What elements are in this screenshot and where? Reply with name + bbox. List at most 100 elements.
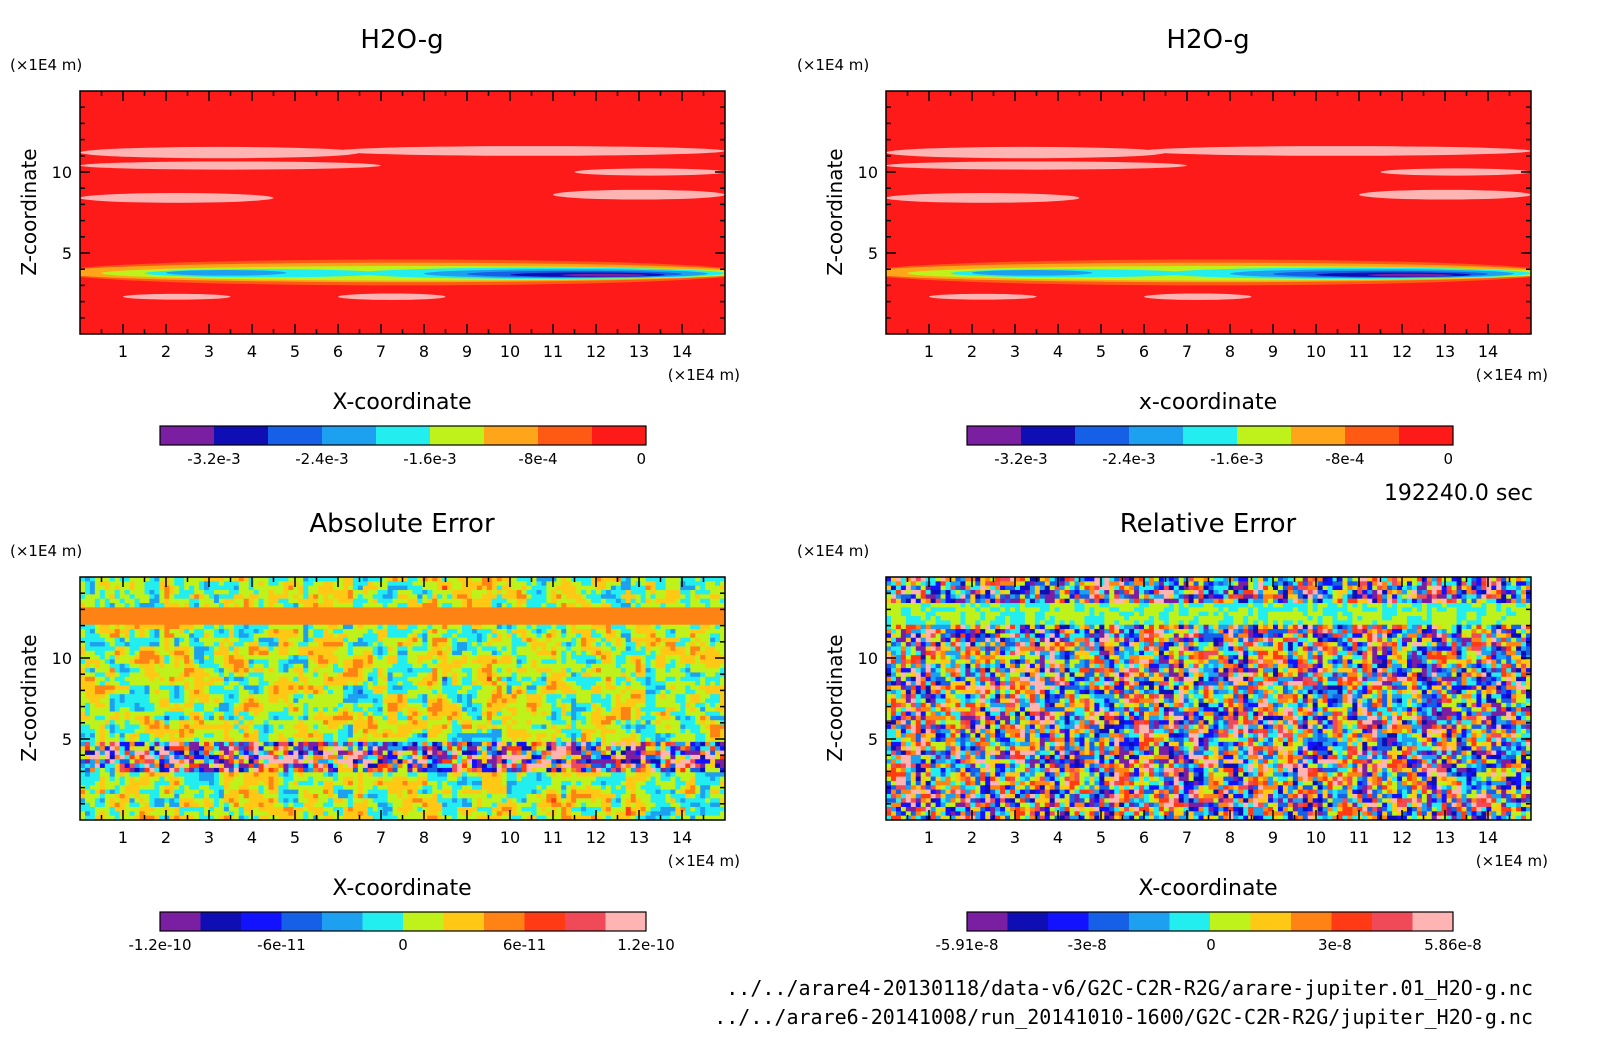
field-cell [452,620,458,626]
field-cell [506,672,513,678]
field-cell [710,607,716,613]
field-cell [491,646,498,652]
field-cell [218,611,225,617]
field-cell [338,659,344,665]
field-cell [164,577,170,582]
field-cell [561,711,567,717]
field-cell [576,637,582,643]
field-cell [546,611,552,617]
field-cell [705,668,711,674]
field-cell [357,629,364,635]
field-cell [382,668,389,674]
field-cell [154,607,160,613]
field-cell [124,689,131,695]
field-cell [288,698,294,704]
field-cell [139,733,146,739]
field-cell [293,624,299,630]
field-cell [680,607,686,613]
field-cell [387,650,394,656]
field-cell [298,646,304,652]
field-cell [129,711,136,717]
field-cell [253,581,260,587]
field-cell [129,637,136,643]
field-cell [184,585,190,591]
field-cell [114,598,121,604]
field-cell [397,724,404,730]
field-cell [491,694,498,700]
field-cell [258,581,265,587]
field-cell [536,728,543,734]
field-cell [710,611,716,617]
field-cell [710,685,716,691]
field-cell [432,707,438,713]
field-cell [109,707,116,713]
field-cell [308,728,314,734]
field-cell [685,624,691,630]
field-cell [630,668,637,674]
field-cell [447,659,453,665]
field-cell [149,733,156,739]
field-cell [84,616,91,621]
field-cell [273,585,280,591]
field-cell [263,694,270,700]
field-cell [328,611,334,617]
field-cell [318,607,324,613]
field-cell [174,620,180,626]
field-cell [352,728,359,734]
field-cell [437,590,443,595]
field-cell [199,624,205,630]
field-cell [218,655,225,661]
field-cell [174,646,180,652]
field-cell [655,707,662,713]
field-cell [437,577,443,582]
field-cell [144,620,151,626]
field-cell [377,585,384,591]
field-cell [596,681,602,687]
field-cell [710,620,716,626]
field-cell [328,676,334,682]
field-cell [655,724,662,730]
field-cell [199,603,205,608]
field-cell [278,715,285,721]
field-cell [581,646,587,652]
field-cell [89,590,96,595]
field-cell [293,620,299,626]
field-cell [620,590,627,595]
field-cell [630,702,637,708]
field-cell [189,724,195,730]
field-cell [685,577,691,582]
field-cell [139,581,146,587]
field-cell [104,594,111,600]
field-cell [189,672,195,678]
field-cell [670,611,676,617]
field-cell [581,659,587,665]
field-cell [268,629,275,635]
field-cell [372,590,379,595]
field-cell [104,590,111,595]
field-cell [129,624,136,630]
field-cell [685,646,691,652]
field-cell [104,629,111,635]
field-cell [556,616,562,621]
field-cell [476,655,483,661]
field-cell [288,715,294,721]
field-cell [660,707,667,713]
field-cell [566,724,572,730]
field-cell [169,624,175,630]
field-cell [149,611,156,617]
field-cell [556,650,562,656]
field-cell [516,637,523,643]
field-cell [149,681,156,687]
field-cell [685,728,691,734]
contour-streak [123,293,231,300]
field-cell [174,594,180,600]
field-cell [89,672,96,678]
field-cell [144,650,151,656]
field-cell [640,668,647,674]
field-cell [367,685,374,691]
field-cell [372,581,379,587]
field-cell [228,642,235,648]
field-cell [154,577,160,582]
field-cell [675,668,681,674]
field-cell [248,676,255,682]
